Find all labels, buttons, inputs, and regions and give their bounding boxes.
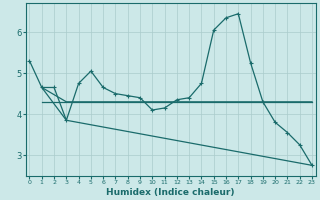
X-axis label: Humidex (Indice chaleur): Humidex (Indice chaleur)	[107, 188, 235, 197]
